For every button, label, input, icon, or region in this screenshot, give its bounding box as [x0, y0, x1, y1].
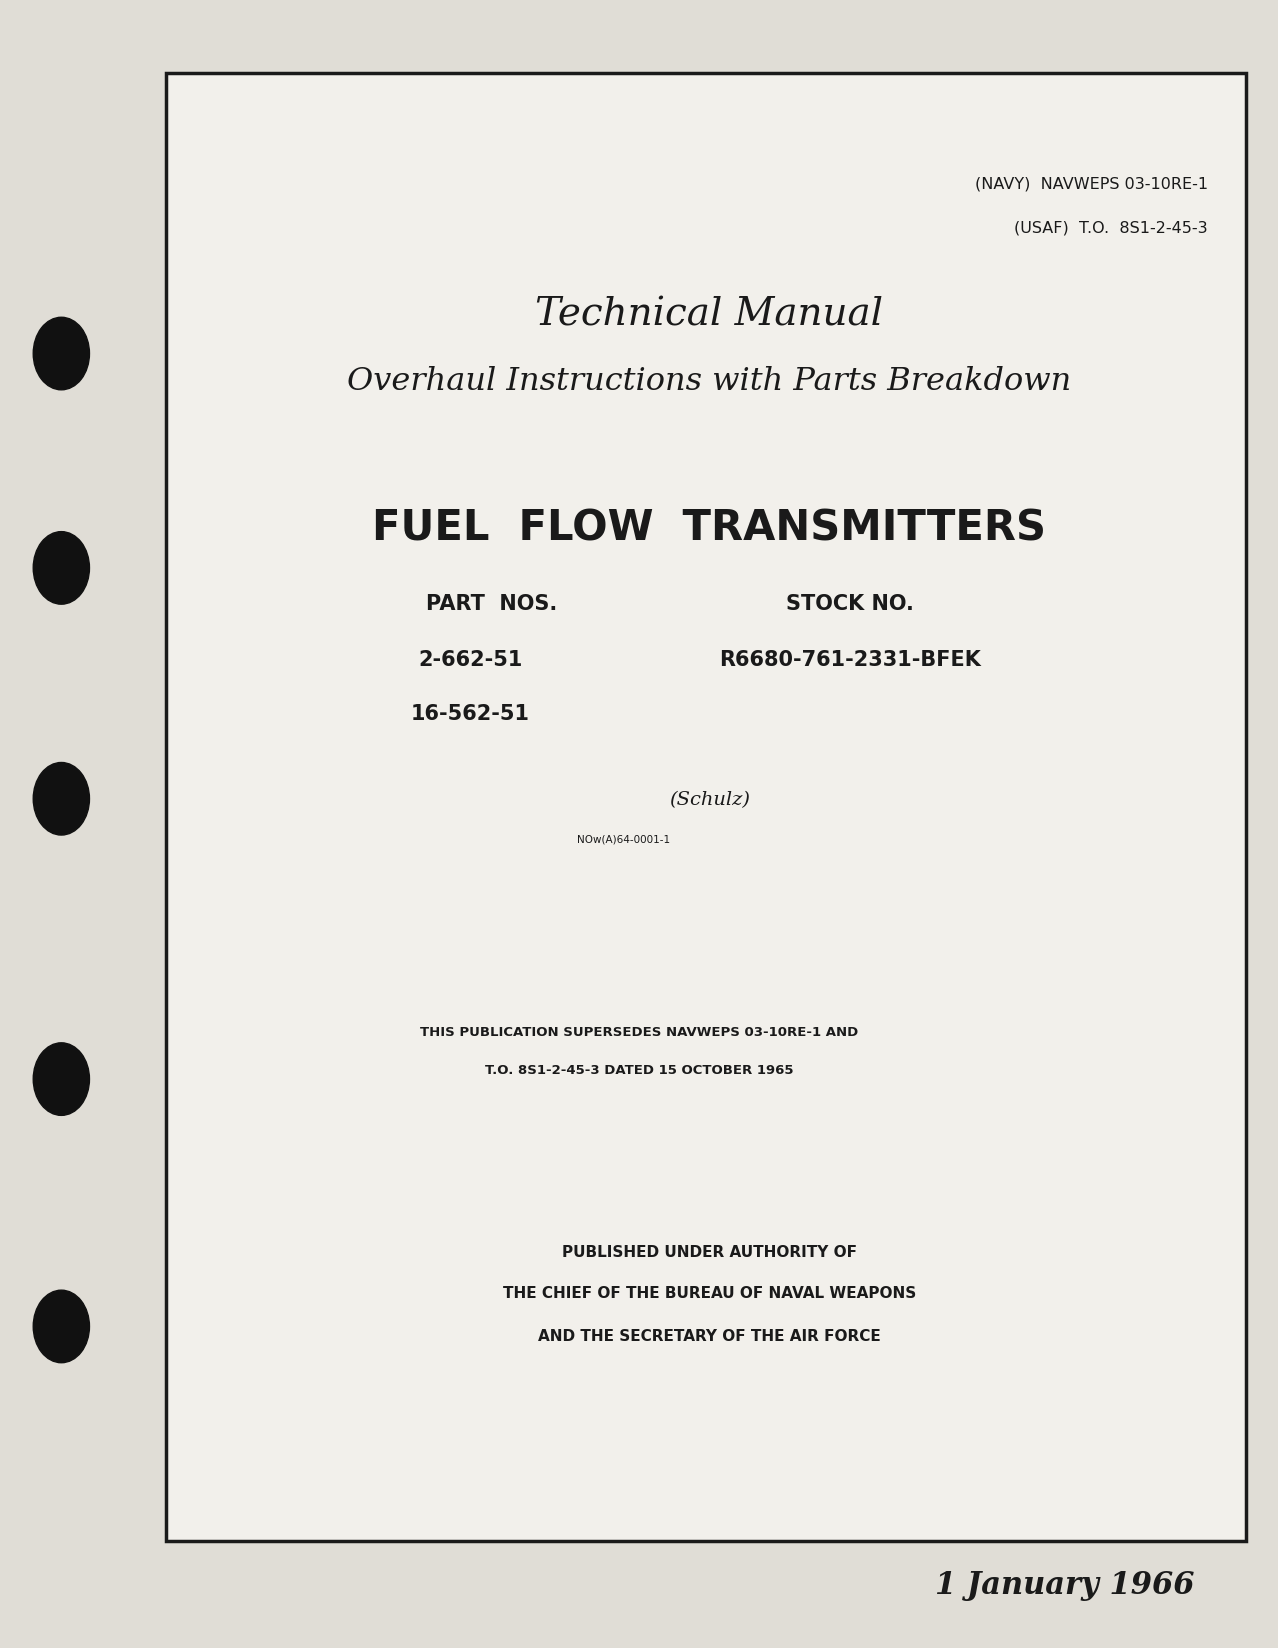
Circle shape	[33, 532, 89, 605]
Text: NOw(A)64-0001-1: NOw(A)64-0001-1	[578, 834, 670, 844]
Text: 2-662-51: 2-662-51	[418, 649, 523, 669]
Text: AND THE SECRETARY OF THE AIR FORCE: AND THE SECRETARY OF THE AIR FORCE	[538, 1328, 881, 1343]
Text: PUBLISHED UNDER AUTHORITY OF: PUBLISHED UNDER AUTHORITY OF	[562, 1244, 856, 1259]
Text: FUEL  FLOW  TRANSMITTERS: FUEL FLOW TRANSMITTERS	[372, 508, 1047, 549]
Text: THIS PUBLICATION SUPERSEDES NAVWEPS 03-10RE-1 AND: THIS PUBLICATION SUPERSEDES NAVWEPS 03-1…	[420, 1025, 858, 1038]
Text: (Schulz): (Schulz)	[668, 791, 750, 809]
Circle shape	[33, 318, 89, 391]
Text: STOCK NO.: STOCK NO.	[786, 593, 914, 613]
Text: 16-562-51: 16-562-51	[410, 704, 530, 723]
Text: PART  NOS.: PART NOS.	[427, 593, 557, 613]
Text: Technical Manual: Technical Manual	[535, 297, 883, 333]
Circle shape	[33, 1290, 89, 1363]
Text: T.O. 8S1-2-45-3 DATED 15 OCTOBER 1965: T.O. 8S1-2-45-3 DATED 15 OCTOBER 1965	[484, 1063, 794, 1076]
Text: (NAVY)  NAVWEPS 03-10RE-1: (NAVY) NAVWEPS 03-10RE-1	[975, 176, 1208, 191]
Bar	[166, 74, 1246, 1541]
Text: THE CHIEF OF THE BUREAU OF NAVAL WEAPONS: THE CHIEF OF THE BUREAU OF NAVAL WEAPONS	[502, 1285, 916, 1300]
Circle shape	[33, 763, 89, 836]
Text: R6680-761-2331-BFEK: R6680-761-2331-BFEK	[720, 649, 980, 669]
Circle shape	[33, 1043, 89, 1116]
Text: 1 January 1966: 1 January 1966	[935, 1569, 1195, 1600]
Text: (USAF)  T.O.  8S1-2-45-3: (USAF) T.O. 8S1-2-45-3	[1013, 221, 1208, 236]
Text: Overhaul Instructions with Parts Breakdown: Overhaul Instructions with Parts Breakdo…	[348, 366, 1071, 397]
